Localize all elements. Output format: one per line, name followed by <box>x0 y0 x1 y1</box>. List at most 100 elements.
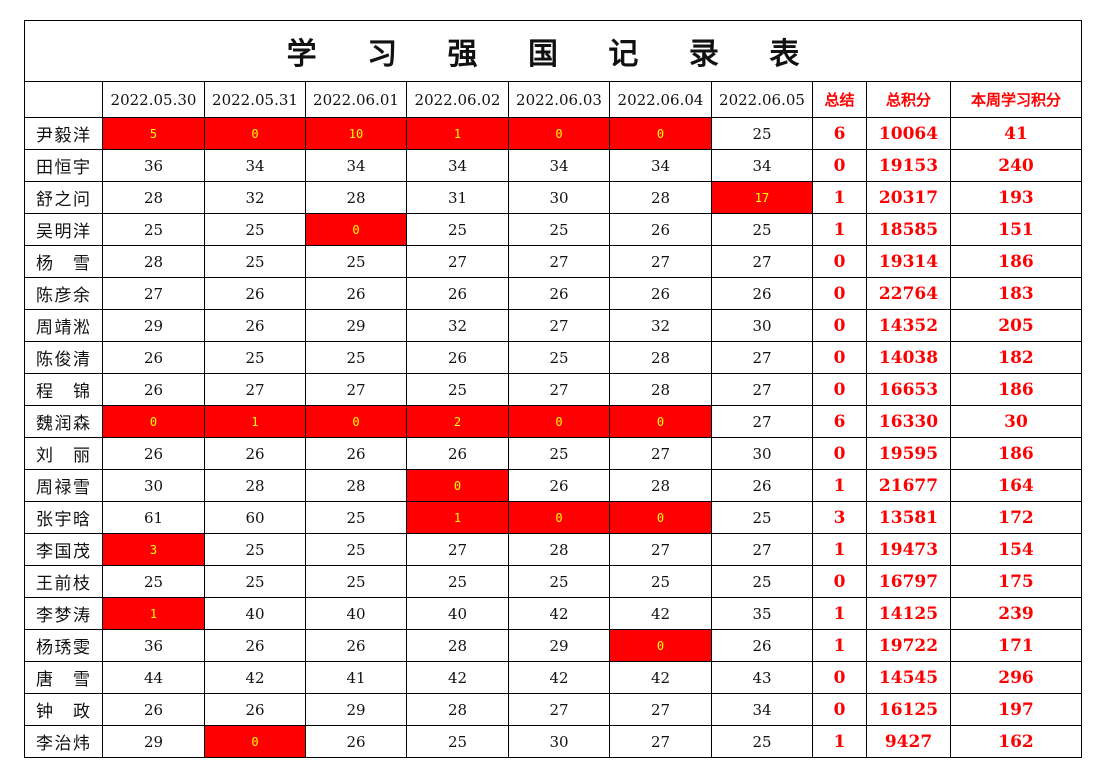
table-row: 张宇晗 61 60 25 1 0 0 25 3 13581 172 <box>24 501 1082 534</box>
score-cell: 25 <box>508 437 610 470</box>
score-cell-flagged: 5 <box>102 117 205 150</box>
summary-cell: 1 <box>812 181 867 214</box>
header-date: 2022.06.03 <box>508 81 610 118</box>
total-cell: 14038 <box>866 341 951 374</box>
summary-cell: 0 <box>812 565 867 598</box>
score-cell-flagged: 0 <box>609 117 712 150</box>
score-cell-flagged: 0 <box>508 405 610 438</box>
summary-cell: 0 <box>812 341 867 374</box>
score-cell: 26 <box>204 693 306 726</box>
student-name: 舒之问 <box>36 190 90 210</box>
score-cell: 28 <box>406 693 509 726</box>
weekly-cell: 171 <box>950 629 1082 662</box>
total-cell: 14352 <box>866 309 951 342</box>
summary-cell: 6 <box>812 117 867 150</box>
score-cell: 32 <box>609 309 712 342</box>
score-cell-flagged: 0 <box>508 117 610 150</box>
score-cell: 27 <box>711 405 813 438</box>
score-cell: 26 <box>305 437 407 470</box>
student-name: 尹毅洋 <box>36 126 90 146</box>
total-cell: 10064 <box>866 117 951 150</box>
table-row: 钟政 26 26 29 28 27 27 34 0 16125 197 <box>24 693 1082 726</box>
score-cell: 29 <box>305 693 407 726</box>
score-cell: 26 <box>508 277 610 310</box>
score-cell: 34 <box>711 693 813 726</box>
total-cell: 16797 <box>866 565 951 598</box>
table-row: 程锦 26 27 27 25 27 28 27 0 16653 186 <box>24 373 1082 406</box>
weekly-cell: 182 <box>950 341 1082 374</box>
student-name-cell: 周禄雪 <box>24 469 103 502</box>
score-cell: 29 <box>102 725 205 758</box>
summary-cell: 1 <box>812 597 867 630</box>
total-cell: 18585 <box>866 213 951 246</box>
score-cell: 25 <box>508 213 610 246</box>
score-cell: 42 <box>508 661 610 694</box>
total-cell: 9427 <box>866 725 951 758</box>
summary-cell: 3 <box>812 501 867 534</box>
score-cell: 30 <box>711 437 813 470</box>
weekly-cell: 154 <box>950 533 1082 566</box>
score-cell: 27 <box>609 245 712 278</box>
score-cell: 60 <box>204 501 306 534</box>
weekly-cell: 30 <box>950 405 1082 438</box>
score-cell: 27 <box>305 373 407 406</box>
summary-cell: 0 <box>812 693 867 726</box>
total-cell: 16653 <box>866 373 951 406</box>
score-cell: 28 <box>609 469 712 502</box>
table-row: 李梦涛 1 40 40 40 42 42 35 1 14125 239 <box>24 597 1082 630</box>
score-cell: 27 <box>711 533 813 566</box>
student-name: 周靖淞 <box>36 318 90 338</box>
score-cell: 29 <box>508 629 610 662</box>
weekly-cell: 186 <box>950 437 1082 470</box>
score-cell: 26 <box>711 469 813 502</box>
score-cell: 26 <box>204 437 306 470</box>
score-cell: 31 <box>406 181 509 214</box>
summary-cell: 6 <box>812 405 867 438</box>
score-cell-flagged: 2 <box>406 405 509 438</box>
student-name-cell: 张宇晗 <box>24 501 103 534</box>
student-name-cell: 李国茂 <box>24 533 103 566</box>
score-cell-flagged: 0 <box>406 469 509 502</box>
table-row: 吴明洋 25 25 0 25 25 26 25 1 18585 151 <box>24 213 1082 246</box>
score-cell: 25 <box>508 565 610 598</box>
score-cell: 29 <box>102 309 205 342</box>
score-cell-flagged: 0 <box>204 725 306 758</box>
student-name-cell: 周靖淞 <box>24 309 103 342</box>
score-cell: 27 <box>711 245 813 278</box>
summary-cell: 1 <box>812 533 867 566</box>
score-cell: 27 <box>508 373 610 406</box>
summary-cell: 0 <box>812 661 867 694</box>
score-cell: 27 <box>102 277 205 310</box>
score-cell: 25 <box>204 213 306 246</box>
score-cell: 34 <box>305 149 407 182</box>
score-cell: 25 <box>406 725 509 758</box>
score-cell: 26 <box>102 373 205 406</box>
total-cell: 14125 <box>866 597 951 630</box>
total-cell: 19153 <box>866 149 951 182</box>
score-cell: 28 <box>204 469 306 502</box>
score-cell: 26 <box>711 629 813 662</box>
score-cell: 27 <box>508 245 610 278</box>
score-cell: 28 <box>102 245 205 278</box>
header-total: 总积分 <box>866 81 951 118</box>
score-cell-flagged: 1 <box>406 501 509 534</box>
student-name: 李梦涛 <box>36 606 90 626</box>
student-name-cell: 舒之问 <box>24 181 103 214</box>
header-name-blank <box>24 81 103 118</box>
student-name-cell: 杨雪 <box>24 245 103 278</box>
score-cell: 25 <box>102 565 205 598</box>
weekly-cell: 41 <box>950 117 1082 150</box>
header-row: 2022.05.30 2022.05.31 2022.06.01 2022.06.02… <box>24 81 1082 118</box>
summary-cell: 1 <box>812 725 867 758</box>
score-cell: 25 <box>305 565 407 598</box>
score-cell: 32 <box>406 309 509 342</box>
student-name: 陈俊清 <box>36 350 90 370</box>
score-cell: 34 <box>508 149 610 182</box>
score-cell: 25 <box>305 341 407 374</box>
score-cell-flagged: 0 <box>609 629 712 662</box>
total-cell: 14545 <box>866 661 951 694</box>
score-cell: 61 <box>102 501 205 534</box>
score-cell-flagged: 0 <box>305 405 407 438</box>
score-cell: 27 <box>609 725 712 758</box>
score-cell: 25 <box>305 501 407 534</box>
